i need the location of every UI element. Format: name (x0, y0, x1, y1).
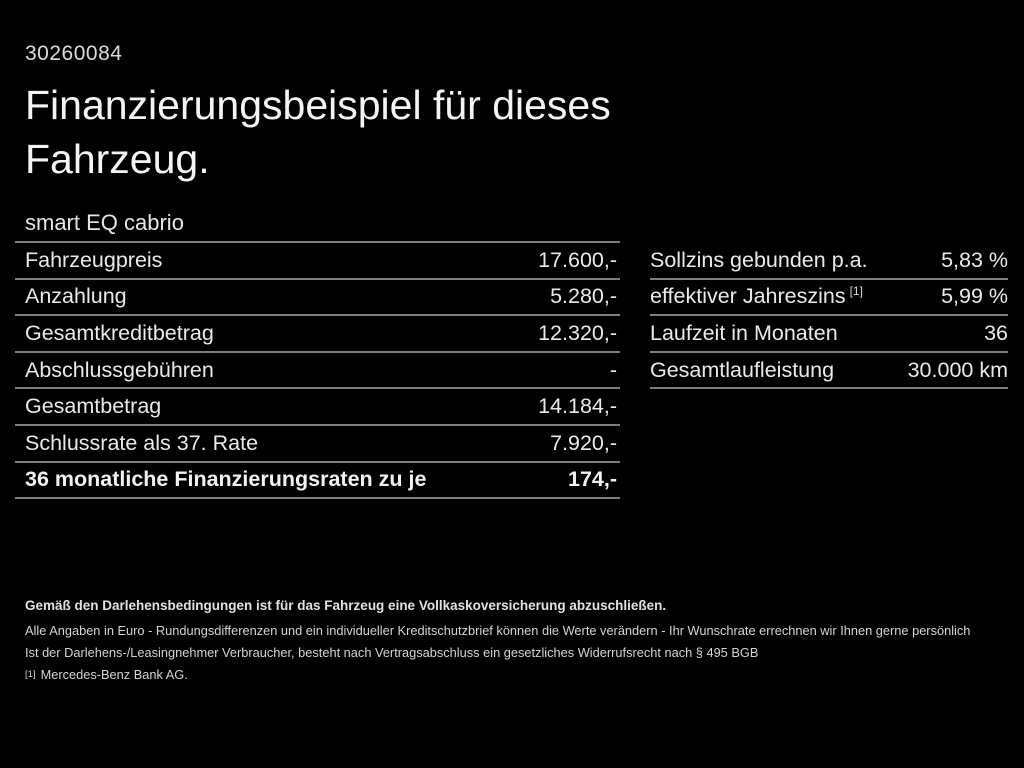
row-label: Schlussrate als 37. Rate (25, 430, 259, 455)
page-title: Finanzierungsbeispiel für dieses Fahrzeu… (25, 82, 611, 182)
row-value: 36 (984, 320, 1008, 345)
row-label: Anzahlung (25, 284, 127, 309)
table-row: Gesamtbetrag 14.184,- (15, 389, 620, 426)
row-value: 5,99 % (941, 284, 1008, 309)
row-value: 5.280,- (550, 284, 617, 309)
table-row: effektiver Jahreszins [1] 5,99 % (650, 280, 1008, 317)
table-row: Laufzeit in Monaten 36 (650, 316, 1008, 353)
row-label: Sollzins gebunden p.a. (650, 247, 868, 272)
table-row: Fahrzeugpreis 17.600,- (15, 243, 620, 280)
insurance-note: Gemäß den Darlehensbedingungen ist für d… (25, 598, 667, 613)
row-label: 36 monatliche Finanzierungsraten zu je (25, 467, 427, 492)
fine-print: Gemäß den Darlehensbedingungen ist für d… (25, 598, 1000, 691)
row-value: 30.000 km (907, 357, 1008, 382)
table-row: Gesamtkreditbetrag 12.320,- (15, 316, 620, 353)
row-label: Gesamtkreditbetrag (25, 320, 214, 345)
row-label: Fahrzeugpreis (25, 247, 163, 272)
row-label: Laufzeit in Monaten (650, 321, 838, 346)
row-value: 174,- (567, 467, 617, 492)
financing-table: Fahrzeugpreis 17.600,- Anzahlung 5.280,-… (15, 241, 620, 500)
row-value: 5,83 % (941, 247, 1008, 272)
bank-footnote: [1] Mercedes-Benz Bank AG. (25, 667, 188, 682)
footnote-marker: [1] (25, 669, 36, 680)
table-row: Gesamtlaufleistung 30.000 km (650, 353, 1008, 390)
disclaimer-line: Alle Angaben in Euro - Rundungsdifferenz… (25, 623, 971, 638)
table-row-monthly-rate: 36 monatliche Finanzierungsraten zu je 1… (15, 463, 620, 500)
row-label: Gesamtlaufleistung (650, 357, 835, 382)
conditions-table: Sollzins gebunden p.a. 5,83 % effektiver… (650, 241, 1008, 390)
row-value: 17.600,- (538, 247, 617, 272)
table-row: Sollzins gebunden p.a. 5,83 % (650, 243, 1008, 280)
vehicle-model-subtitle: smart EQ cabrio (25, 210, 184, 235)
table-row: Anzahlung 5.280,- (15, 280, 620, 317)
table-row: Schlussrate als 37. Rate 7.920,- (15, 426, 620, 463)
row-label: Gesamtbetrag (25, 394, 162, 419)
reference-number: 30260084 (25, 42, 123, 65)
row-value: - (609, 357, 617, 382)
row-value: 7.920,- (550, 430, 617, 455)
disclaimer-line: Ist der Darlehens-/Leasingnehmer Verbrau… (25, 645, 759, 660)
row-label: Abschlussgebühren (25, 357, 214, 382)
row-label: effektiver Jahreszins [1] (650, 284, 863, 309)
footnote-marker: [1] (849, 284, 863, 299)
row-value: 14.184,- (538, 394, 617, 419)
table-row: Abschlussgebühren - (15, 353, 620, 390)
row-value: 12.320,- (538, 320, 617, 345)
